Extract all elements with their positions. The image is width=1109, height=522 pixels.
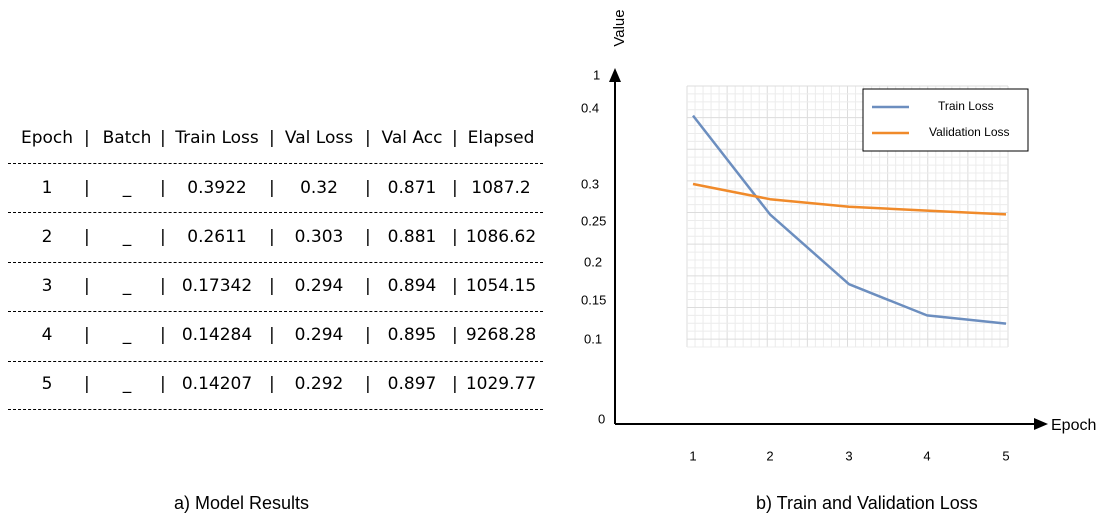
- y-tick-label: 0.15: [581, 292, 606, 307]
- column-separator: |: [452, 123, 458, 153]
- column-separator: |: [452, 369, 458, 399]
- x-tick-label: 4: [923, 448, 930, 463]
- table-cell: 0.14207: [167, 369, 267, 399]
- x-axis-arrow: [1034, 418, 1048, 430]
- column-separator: |: [452, 222, 458, 252]
- table-cell: 0.881: [362, 222, 462, 252]
- row-divider: [8, 409, 543, 410]
- column-header: Val Loss: [269, 123, 369, 153]
- loss-chart-panel: Value Epoch 1 0.4 0.3 0.25 0.2 0.15 0.1 0 1 2 3 4 5 Tra…: [560, 0, 1109, 518]
- column-separator: |: [269, 123, 275, 153]
- table-caption: a) Model Results: [174, 493, 309, 514]
- y-tick-label: 0.25: [581, 213, 606, 228]
- column-separator: |: [365, 271, 371, 301]
- column-separator: |: [84, 369, 90, 399]
- column-separator: |: [160, 320, 166, 350]
- column-separator: |: [452, 320, 458, 350]
- column-header: Elapsed: [451, 123, 551, 153]
- x-tick-label: 1: [689, 448, 696, 463]
- row-divider: [8, 311, 543, 312]
- table-cell: 1029.77: [451, 369, 551, 399]
- table-cell: 0.294: [269, 271, 369, 301]
- row-divider: [8, 262, 543, 263]
- column-header: Train Loss: [167, 123, 267, 153]
- column-separator: |: [365, 173, 371, 203]
- row-divider: [8, 163, 543, 164]
- table-cell: 0.292: [269, 369, 369, 399]
- table-cell: 0.894: [362, 271, 462, 301]
- x-axis-label: Epoch: [1051, 417, 1096, 434]
- column-separator: |: [269, 271, 275, 301]
- table-cell: 1054.15: [451, 271, 551, 301]
- column-separator: |: [160, 123, 166, 153]
- table-cell: 1086.62: [451, 222, 551, 252]
- legend-label: Validation Loss: [929, 125, 1010, 139]
- table-cell: 0.294: [269, 320, 369, 350]
- table-cell: 0.14284: [167, 320, 267, 350]
- column-separator: |: [452, 271, 458, 301]
- table-cell: 0.897: [362, 369, 462, 399]
- x-tick-label: 3: [845, 448, 852, 463]
- row-divider: [8, 212, 543, 213]
- y-tick-label: 0.4: [581, 100, 599, 115]
- y-tick-label: 0.2: [584, 254, 602, 269]
- column-separator: |: [84, 222, 90, 252]
- column-separator: |: [160, 369, 166, 399]
- table-cell: 0.3922: [167, 173, 267, 203]
- column-separator: |: [365, 320, 371, 350]
- chart-caption: b) Train and Validation Loss: [756, 493, 978, 514]
- column-separator: |: [160, 222, 166, 252]
- y-tick-label: 1: [593, 67, 600, 82]
- x-tick-label: 2: [766, 448, 773, 463]
- table-cell: 1087.2: [451, 173, 551, 203]
- column-separator: |: [365, 123, 371, 153]
- column-separator: |: [269, 320, 275, 350]
- column-separator: |: [160, 271, 166, 301]
- table-cell: 0.303: [269, 222, 369, 252]
- column-separator: |: [269, 173, 275, 203]
- table-cell: 0.32: [269, 173, 369, 203]
- column-separator: |: [452, 173, 458, 203]
- column-separator: |: [84, 123, 90, 153]
- y-axis-arrow: [609, 68, 621, 82]
- y-tick-label: 0: [598, 411, 605, 426]
- column-separator: |: [269, 222, 275, 252]
- y-tick-label: 0.1: [584, 331, 602, 346]
- loss-chart: Value Epoch 1 0.4 0.3 0.25 0.2 0.15 0.1 0 1 2 3 4 5 Tra…: [560, 0, 1109, 518]
- y-tick-label: 0.3: [581, 176, 599, 191]
- table-cell: 0.17342: [167, 271, 267, 301]
- y-axis-label: Value: [611, 9, 628, 46]
- column-separator: |: [160, 173, 166, 203]
- column-separator: |: [269, 369, 275, 399]
- table-cell: 0.2611: [167, 222, 267, 252]
- table-cell: 0.871: [362, 173, 462, 203]
- table-cell: 9268.28: [451, 320, 551, 350]
- column-separator: |: [84, 320, 90, 350]
- column-separator: |: [84, 173, 90, 203]
- legend-label: Train Loss: [938, 99, 994, 113]
- table-cell: 0.895: [362, 320, 462, 350]
- column-separator: |: [84, 271, 90, 301]
- row-divider: [8, 361, 543, 362]
- column-header: Val Acc: [362, 123, 462, 153]
- x-tick-label: 5: [1002, 448, 1009, 463]
- column-separator: |: [365, 222, 371, 252]
- column-separator: |: [365, 369, 371, 399]
